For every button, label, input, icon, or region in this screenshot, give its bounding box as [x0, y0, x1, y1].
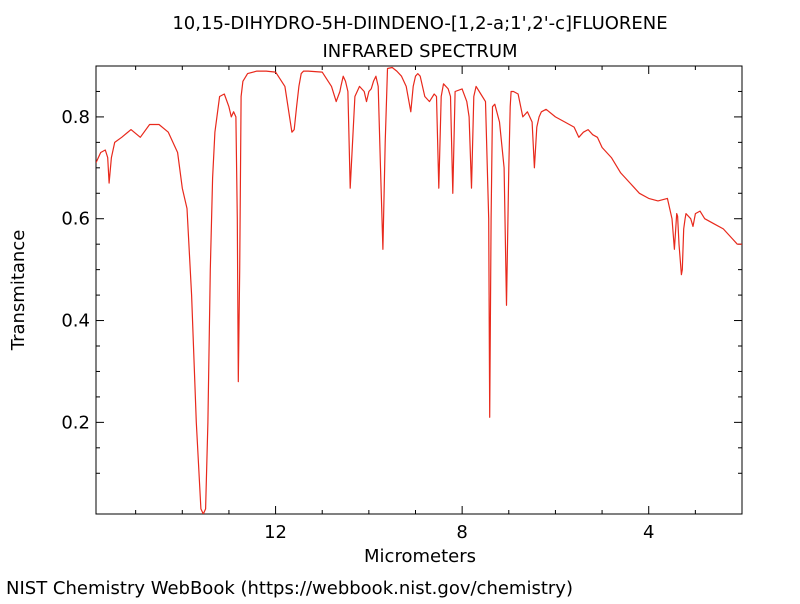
y-axis: 0.2 0.4 0.6 0.8 — [61, 90, 742, 474]
x-axis: 12 8 4 — [135, 66, 743, 543]
spectrum-line — [96, 66, 742, 514]
source-credit: NIST Chemistry WebBook (https://webbook.… — [6, 578, 573, 599]
x-tick-label: 12 — [264, 522, 287, 543]
x-tick-label: 4 — [643, 522, 654, 543]
y-tick-label: 0.6 — [61, 209, 90, 230]
y-tick-label: 0.8 — [61, 107, 90, 128]
y-axis-label: Transmitance — [8, 230, 29, 352]
x-tick-label: 8 — [456, 522, 467, 543]
x-axis-label: Micrometers — [364, 546, 476, 567]
y-tick-label: 0.2 — [61, 412, 90, 433]
chart-title: 10,15-DIHYDRO-5H-DIINDENO-[1,2-a;1',2'-c… — [172, 13, 667, 34]
y-tick-label: 0.4 — [61, 311, 90, 332]
plot-frame — [95, 65, 743, 515]
chart-subtitle: INFRARED SPECTRUM — [322, 41, 517, 62]
